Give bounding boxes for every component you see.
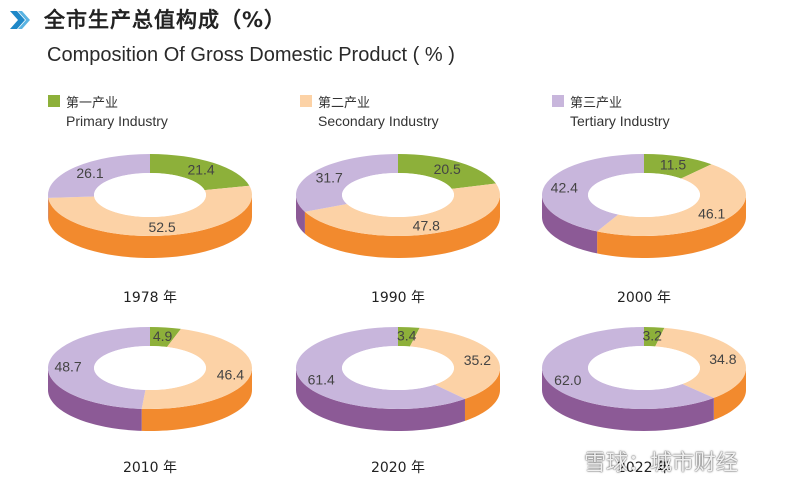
data-label-primary: 11.5 [660, 157, 686, 173]
side-wall-secondary [304, 195, 500, 258]
donut-hole [94, 173, 206, 217]
year-label: 2000 年 [617, 290, 671, 306]
legend-label-cn: 第二产业 [318, 96, 371, 111]
side-wall-secondary [597, 195, 746, 258]
segment-secondary [141, 328, 252, 409]
data-label-primary: 21.4 [187, 162, 214, 178]
segment-tertiary [542, 327, 714, 409]
data-label-secondary: 34.8 [709, 351, 736, 367]
segment-tertiary [47, 153, 150, 198]
data-label-secondary: 35.2 [464, 352, 491, 368]
legend-swatch-tertiary [552, 95, 564, 107]
donut-chart: 3.4 35.2 61.4 2020 年 [296, 327, 500, 476]
legend-label-en: Primary Industry [66, 113, 168, 129]
side-wall-secondary [713, 368, 746, 420]
donut-hole [94, 346, 206, 390]
data-label-primary: 4.9 [153, 328, 173, 344]
legend-swatch-primary [48, 95, 60, 107]
segment-primary [150, 327, 181, 348]
data-label-primary: 3.4 [397, 328, 417, 344]
side-wall-secondary [48, 195, 252, 258]
legend-label-cn: 第一产业 [66, 96, 119, 111]
donut-hole [588, 173, 700, 217]
side-wall-tertiary [296, 195, 305, 234]
segment-secondary [409, 327, 500, 399]
donut-chart: 3.2 34.8 62.0 2022 年 [542, 327, 746, 476]
donut-hole [588, 346, 700, 390]
watermark-text: 雪球：城市财经 [584, 451, 739, 476]
year-label: 1990 年 [371, 290, 425, 306]
segment-tertiary [542, 154, 644, 232]
segment-secondary [655, 327, 746, 398]
data-label-secondary: 46.1 [698, 205, 725, 221]
page-title-en: Composition Of Gross Domestic Product ( … [47, 44, 455, 66]
segment-secondary [48, 185, 252, 236]
side-wall-tertiary [542, 195, 598, 254]
side-wall-secondary [464, 368, 500, 421]
segment-secondary [597, 164, 746, 236]
side-wall-tertiary [48, 368, 142, 431]
year-label: 1978 年 [123, 290, 177, 306]
data-label-primary: 3.2 [642, 328, 662, 344]
data-label-secondary: 47.8 [413, 218, 440, 234]
data-label-primary: 20.5 [434, 161, 461, 177]
donut-chart: 11.5 46.1 42.4 2000 年 [542, 154, 746, 306]
donut-chart: 20.5 47.8 31.7 1990 年 [295, 154, 500, 306]
data-label-tertiary: 61.4 [308, 371, 335, 387]
legend-swatch-secondary [300, 95, 312, 107]
side-wall-tertiary [296, 368, 465, 431]
segment-tertiary [47, 327, 150, 409]
donut-chart: 4.9 46.4 48.7 2010 年 [47, 327, 252, 476]
side-wall-tertiary [542, 368, 714, 431]
data-label-secondary: 46.4 [217, 366, 244, 382]
side-wall-secondary [141, 368, 252, 431]
chevron-right-icon [10, 11, 30, 29]
donut-hole [342, 173, 454, 217]
segment-primary [398, 154, 496, 189]
legend-label-cn: 第三产业 [570, 96, 623, 111]
legend-label-en: Tertiary Industry [570, 113, 670, 129]
page-title-cn: 全市生产总值构成（%） [44, 8, 287, 32]
donut-chart: 21.4 52.5 26.1 1978 年 [47, 153, 252, 306]
year-label: 2022 年 [617, 460, 671, 476]
year-label: 2010 年 [123, 460, 177, 476]
data-label-tertiary: 31.7 [316, 169, 343, 185]
segment-secondary [304, 183, 500, 236]
data-label-tertiary: 26.1 [76, 165, 103, 181]
segment-tertiary [295, 154, 398, 212]
donut-hole [342, 346, 454, 390]
data-label-tertiary: 42.4 [551, 179, 578, 195]
segment-primary [398, 327, 420, 347]
data-label-tertiary: 62.0 [554, 372, 581, 388]
data-label-secondary: 52.5 [148, 219, 175, 235]
segment-tertiary [296, 327, 465, 409]
segment-primary [644, 327, 665, 347]
segment-primary [150, 154, 250, 191]
segment-primary [644, 154, 712, 179]
data-label-tertiary: 48.7 [54, 359, 81, 375]
legend-label-en: Secondary Industry [318, 113, 439, 129]
year-label: 2020 年 [371, 460, 425, 476]
